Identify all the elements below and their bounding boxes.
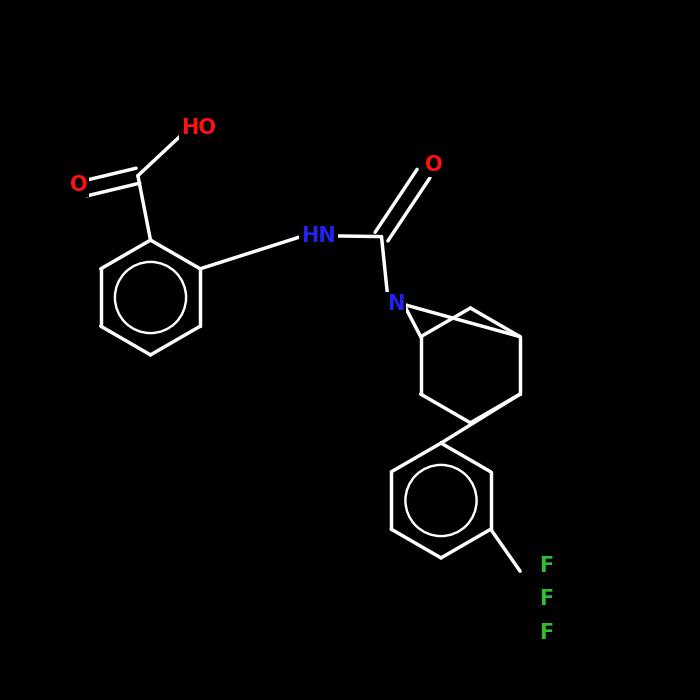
Text: HN: HN	[301, 226, 336, 246]
Text: N: N	[387, 295, 404, 314]
Text: F: F	[540, 589, 554, 609]
Text: F: F	[540, 623, 554, 643]
Text: HO: HO	[181, 118, 216, 138]
Text: O: O	[69, 175, 88, 195]
Text: O: O	[425, 155, 443, 175]
Text: F: F	[540, 556, 554, 575]
